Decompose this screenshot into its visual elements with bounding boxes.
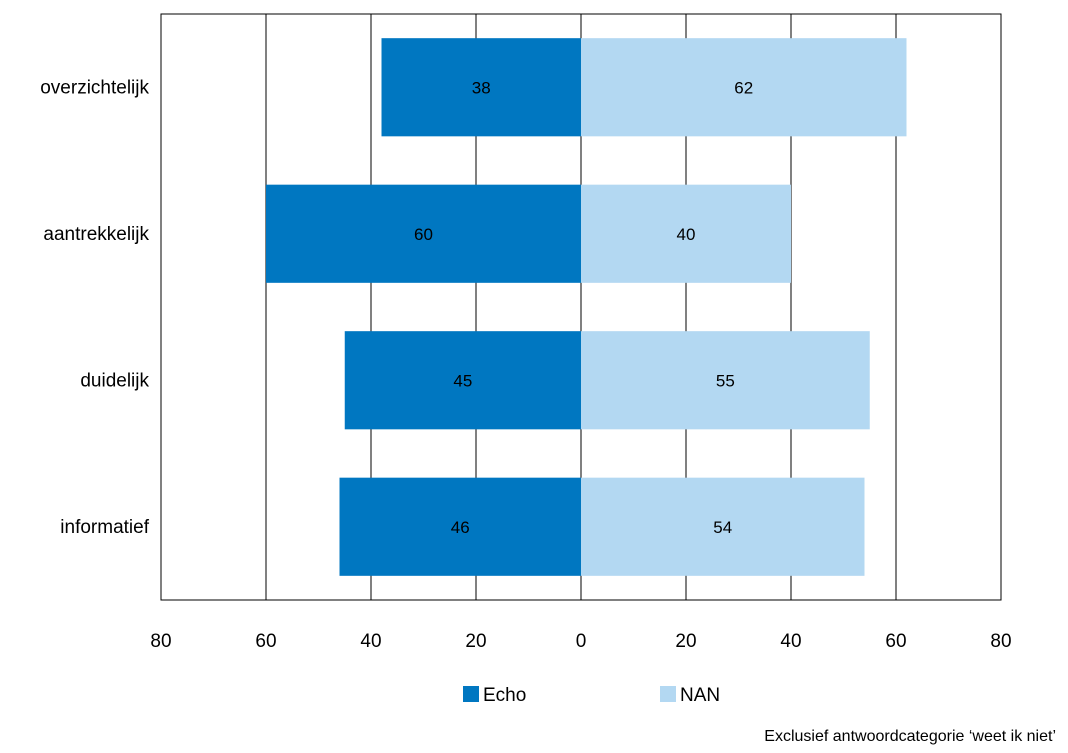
category-label: duidelijk	[80, 370, 149, 391]
category-label: informatief	[60, 517, 149, 538]
x-tick-label: 0	[576, 631, 587, 652]
footnote: Exclusief antwoordcategorie ‘weet ik nie…	[764, 728, 1056, 745]
legend-label: Echo	[483, 685, 526, 706]
legend-swatch-echo	[463, 686, 479, 702]
x-tick-labels: 80 60 40 20 0 20 40 60 80	[150, 631, 1011, 652]
category-label: overzichtelijk	[40, 77, 149, 98]
bar-value-label: 45	[453, 371, 472, 390]
bar-value-label: 60	[414, 225, 433, 244]
x-tick-label: 40	[360, 631, 381, 652]
bar-nan-informatief	[581, 477, 865, 576]
bar-echo-duidelijk	[344, 331, 581, 430]
bar-echo-informatief	[339, 477, 581, 576]
bar-nan-overzichtelijk	[581, 38, 907, 137]
bar-nan-duidelijk	[581, 331, 870, 430]
bar-labels: 38 62 60 40 45 55 46 54	[414, 78, 753, 537]
bar-echo-overzichtelijk	[381, 38, 581, 137]
category-label: aantrekkelijk	[43, 224, 149, 245]
x-tick-label: 20	[465, 631, 486, 652]
bar-value-label: 54	[713, 518, 732, 537]
plot-frame	[160, 13, 1002, 601]
bar-value-label: 40	[677, 225, 696, 244]
x-tick-label: 80	[990, 631, 1011, 652]
legend-swatch-nan	[660, 686, 676, 702]
x-tick-label: 40	[780, 631, 801, 652]
bar-echo-aantrekkelijk	[266, 184, 581, 283]
legend-label: NAN	[680, 685, 720, 706]
x-tick-label: 60	[255, 631, 276, 652]
bar-value-label: 46	[451, 518, 470, 537]
diverging-bar-chart: 38 62 60 40 45 55 46 54 overzichtelijk aantrekke…	[40, 13, 1012, 706]
bar-nan-aantrekkelijk	[581, 184, 791, 283]
bar-value-label: 38	[472, 78, 491, 97]
x-tick-label: 80	[150, 631, 171, 652]
legend: Echo NAN	[463, 685, 720, 706]
x-tick-label: 60	[885, 631, 906, 652]
x-tick-label: 20	[675, 631, 696, 652]
bar-value-label: 62	[734, 78, 753, 97]
category-labels: overzichtelijk aantrekkelijk duidelijk info…	[40, 77, 149, 538]
bars	[266, 38, 907, 576]
bar-value-label: 55	[716, 371, 735, 390]
